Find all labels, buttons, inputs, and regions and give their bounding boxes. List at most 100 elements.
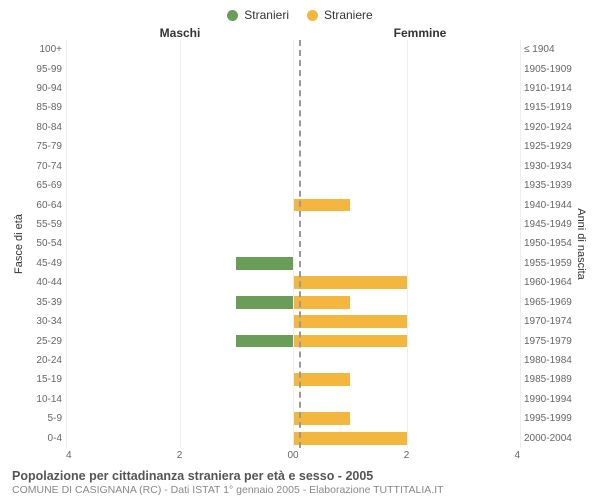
bar-row-female [293,118,520,137]
bar-row-male [66,273,293,292]
bar-row-male [66,409,293,428]
swatch-female [307,10,318,21]
bar-row-male [66,118,293,137]
bar-row-male [66,176,293,195]
bar-row-male [66,254,293,273]
bar-row-male [66,195,293,214]
xaxis-tick: 0 [293,450,299,461]
birth-label: 1905-1909 [524,59,574,78]
bar-row-male [66,312,293,331]
birth-label: 1920-1924 [524,118,574,137]
bar-row-male [66,157,293,176]
chart: Fasce di età 100+95-9990-9485-8980-8475-… [12,40,588,448]
xaxis-right: 0 2 4 [293,450,520,461]
bar-row-female [293,59,520,78]
age-label: 5-9 [26,409,62,428]
header-male: Maschi [60,26,300,40]
birth-label: 1935-1939 [524,176,574,195]
bar-female [293,432,407,445]
bar-female [293,296,350,309]
bar-row-female [293,312,520,331]
bar-row-male [66,98,293,117]
bar-row-female [293,351,520,370]
bars-female [293,40,520,448]
bar-row-male [66,292,293,311]
age-label: 40-44 [26,273,62,292]
bar-row-male [66,137,293,156]
age-label: 20-24 [26,351,62,370]
age-label: 65-69 [26,176,62,195]
bar-female [293,315,407,328]
age-label: 100+ [26,40,62,59]
bar-row-male [66,331,293,350]
bar-row-female [293,215,520,234]
age-label: 85-89 [26,98,62,117]
age-label: 55-59 [26,215,62,234]
legend: Stranieri Straniere [12,8,588,22]
age-label: 10-14 [26,390,62,409]
bar-female [293,335,407,348]
birth-label: 1940-1944 [524,195,574,214]
birth-label: 1985-1989 [524,370,574,389]
bar-female [293,199,350,212]
birth-label: ≤ 1904 [524,40,574,59]
bar-male [236,335,293,348]
bar-row-female [293,273,520,292]
bar-row-female [293,390,520,409]
bar-row-female [293,98,520,117]
birth-label: 1915-1919 [524,98,574,117]
bar-row-male [66,59,293,78]
bar-female [293,412,350,425]
birth-label: 1965-1969 [524,292,574,311]
age-label: 80-84 [26,118,62,137]
bar-row-male [66,390,293,409]
bar-row-female [293,176,520,195]
bar-row-male [66,428,293,447]
birth-label: 1990-1994 [524,390,574,409]
age-label: 50-54 [26,234,62,253]
birth-label: 1930-1934 [524,157,574,176]
birth-label: 1980-1984 [524,351,574,370]
age-label: 45-49 [26,254,62,273]
xaxis-tick: 4 [514,450,520,461]
birth-label: 2000-2004 [524,428,574,447]
bar-row-male [66,215,293,234]
birth-label: 1970-1974 [524,312,574,331]
legend-item-female: Straniere [307,8,373,22]
bar-row-female [293,331,520,350]
bar-row-female [293,157,520,176]
birth-label: 1950-1954 [524,234,574,253]
age-label: 0-4 [26,428,62,447]
age-label: 25-29 [26,331,62,350]
plot-area [66,40,520,448]
birth-label: 1955-1959 [524,254,574,273]
bar-male [236,296,293,309]
bar-row-female [293,409,520,428]
yaxis-birth-labels: ≤ 19041905-19091910-19141915-19191920-19… [520,40,574,448]
xaxis-tick: 2 [404,450,410,461]
bar-row-male [66,234,293,253]
birth-label: 1945-1949 [524,215,574,234]
legend-label-female: Straniere [324,8,373,22]
xaxis: 4 2 0 0 2 4 [12,450,588,461]
birth-label: 1925-1929 [524,137,574,156]
bar-row-female [293,137,520,156]
bars-male [66,40,293,448]
yaxis-title-left: Fasce di età [12,40,26,448]
bar-row-female [293,79,520,98]
xaxis-tick: 2 [177,450,183,461]
bar-row-female [293,428,520,447]
age-label: 75-79 [26,137,62,156]
bar-row-male [66,79,293,98]
legend-item-male: Stranieri [227,8,289,22]
chart-title: Popolazione per cittadinanza straniera p… [12,469,588,483]
bar-row-male [66,40,293,59]
yaxis-age-labels: 100+95-9990-9485-8980-8475-7970-7465-696… [26,40,66,448]
plot-left [66,40,293,448]
column-headers: Maschi Femmine [12,26,588,40]
plot-right [293,40,520,448]
age-label: 70-74 [26,157,62,176]
birth-label: 1960-1964 [524,273,574,292]
age-label: 35-39 [26,292,62,311]
bar-male [236,257,293,270]
